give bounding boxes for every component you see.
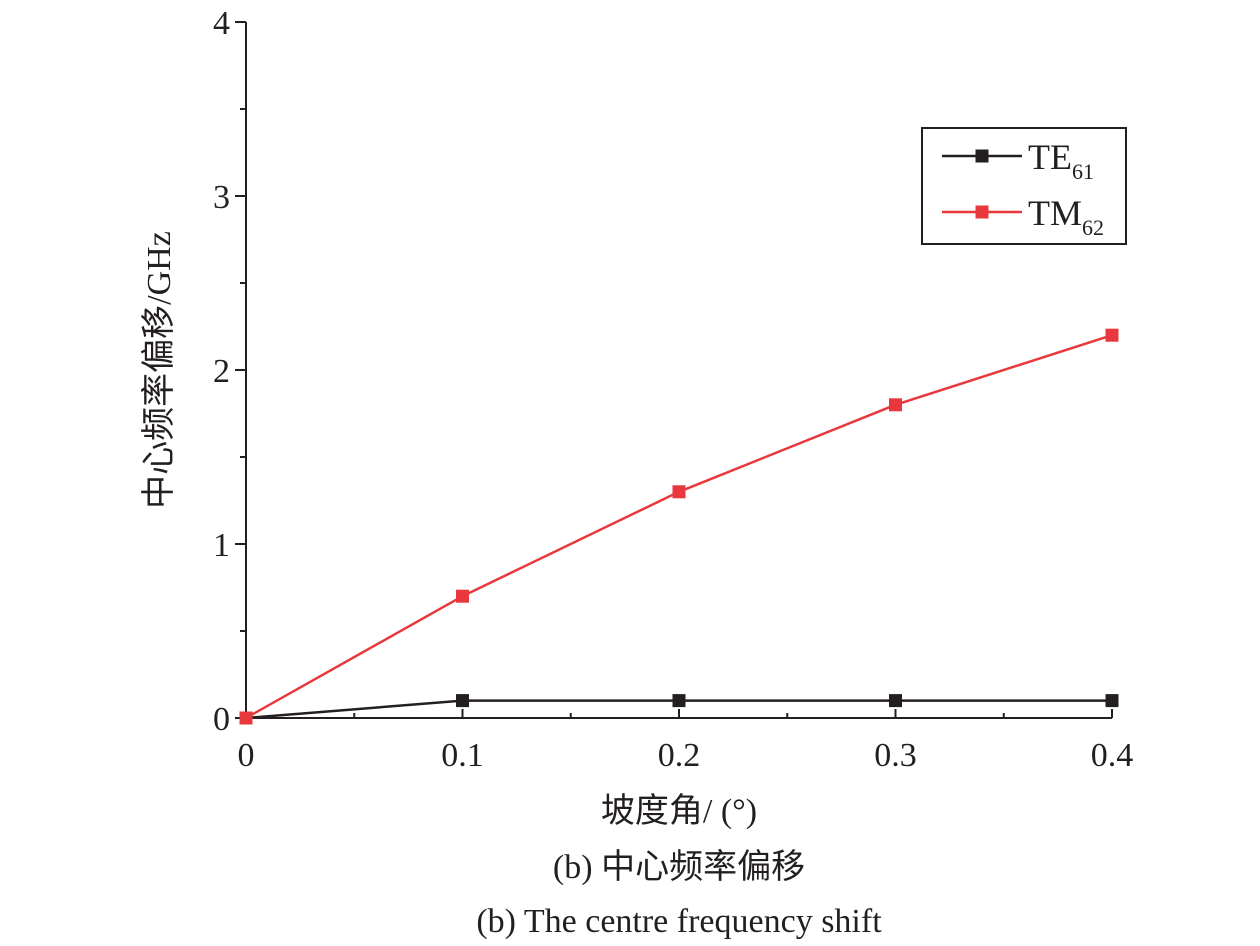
caption-en: (b) The centre frequency shift bbox=[476, 903, 882, 940]
y-axis-label: 中心频率偏移/GHz bbox=[140, 231, 178, 509]
axes: 0 0.1 0.2 0.3 0.4 0 1 2 3 4 bbox=[213, 5, 1133, 774]
x-axis-label: 坡度角/ (°) bbox=[601, 792, 757, 830]
data-point bbox=[672, 694, 686, 708]
series-TM62 bbox=[239, 328, 1119, 725]
x-tick-label: 0.1 bbox=[441, 737, 484, 774]
y-tick-label: 0 bbox=[213, 701, 230, 738]
data-point bbox=[889, 398, 902, 412]
series-TE61 bbox=[239, 694, 1119, 725]
legend-swatch-marker bbox=[975, 205, 989, 219]
series-layer bbox=[239, 328, 1119, 725]
series-line bbox=[245, 334, 1113, 720]
y-tick-label: 1 bbox=[213, 527, 230, 564]
data-point bbox=[1105, 694, 1119, 708]
data-point bbox=[456, 694, 469, 708]
caption-cn: (b) 中心频率偏移 bbox=[553, 848, 805, 886]
data-point bbox=[672, 485, 686, 499]
y-tick-label: 2 bbox=[213, 353, 230, 390]
y-tick-label: 4 bbox=[213, 5, 230, 42]
x-tick-label: 0.4 bbox=[1091, 737, 1134, 774]
legend-swatch-marker bbox=[975, 149, 989, 163]
data-point bbox=[1105, 328, 1119, 342]
legend-item: TM62 bbox=[942, 193, 1104, 240]
data-point bbox=[456, 589, 469, 603]
data-point bbox=[889, 694, 902, 708]
x-tick-label: 0 bbox=[238, 737, 255, 774]
data-point bbox=[239, 711, 253, 725]
x-tick-label: 0.2 bbox=[658, 737, 701, 774]
y-tick-label: 3 bbox=[213, 179, 230, 216]
x-tick-label: 0.3 bbox=[874, 737, 917, 774]
legend-box bbox=[921, 127, 1127, 245]
